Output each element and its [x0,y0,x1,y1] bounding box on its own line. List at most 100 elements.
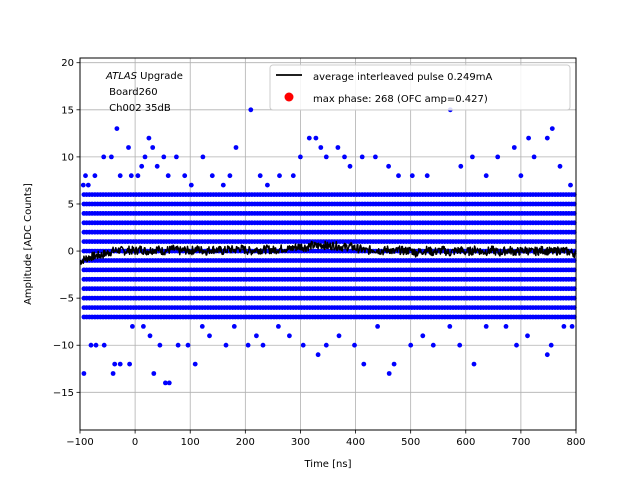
sample-point [518,173,524,179]
x-axis-label: Time [ns] [303,459,351,470]
sample-point [127,361,132,367]
sample-point [386,163,391,169]
sample-point [227,173,233,179]
sample-point [323,342,329,348]
sample-point [571,267,577,273]
sample-point [93,342,99,348]
x-tick-label: 700 [511,437,530,448]
plot-data [79,107,577,386]
sample-point [276,324,281,329]
sample-point [571,286,577,292]
sample-point [323,154,329,160]
sample-point [342,154,347,160]
y-axis-label: Amplitude [ADC Counts] [23,183,34,305]
x-tick-label: 300 [291,437,310,448]
sample-point [430,342,436,348]
sample-point [424,173,430,179]
sample-point [157,342,163,348]
sample-point [352,342,357,348]
sample-point [101,154,107,160]
sample-point [165,173,171,179]
x-tick-label: 400 [346,437,365,448]
legend-box [269,64,571,111]
sample-point [569,324,575,329]
y-tick-label: −10 [53,341,74,352]
sample-point [260,342,266,348]
sample-point [114,126,120,131]
sample-point [142,154,148,160]
y-tick-label: −15 [53,388,74,399]
sample-point [458,163,464,169]
sample-point [192,361,198,367]
sample-point [81,371,87,376]
sample-point [265,182,270,188]
y-tick-label: 5 [68,199,74,210]
sample-point [359,154,365,160]
sample-point [233,145,239,150]
sample-point [80,182,86,188]
sample-point [375,324,380,329]
y-tick-label: 0 [68,247,74,258]
sample-point [109,154,114,160]
sample-point [117,361,123,367]
sample-point [571,258,577,263]
y-tick-label: 15 [61,105,74,116]
sample-point [483,324,489,329]
y-tick-label: 20 [61,58,74,69]
sample-point [88,342,94,348]
y-tick-label: −5 [59,294,74,305]
sample-point [300,342,306,348]
sample-point [92,173,98,179]
x-tick-label: 800 [566,437,585,448]
sample-point [470,154,475,160]
sample-point [154,163,160,169]
sample-point [373,154,378,160]
sample-point [135,173,141,179]
sample-point [150,145,156,150]
sample-point [277,173,282,179]
sample-point [139,163,145,169]
sample-point [141,324,146,329]
sample-point [571,314,577,320]
sample-point [544,135,550,141]
y-tick-label: 10 [61,152,74,163]
x-tick-label: 600 [456,437,475,448]
sample-point [571,211,577,216]
sample-point [166,380,172,386]
sample-point [347,163,353,169]
sample-point [391,361,397,367]
sample-point [174,154,179,160]
sample-point [557,163,563,169]
sample-point [163,380,168,386]
annotation: ATLAS Upgrade Board260 Ch002 35dB [105,71,183,114]
sample-point [207,333,212,339]
annotation-line-2: Board260 [106,87,158,98]
annotation-line-1: ATLAS Upgrade [105,71,183,82]
sample-point [287,333,292,339]
sample-point [185,342,191,348]
sample-point [514,342,519,348]
sample-point [130,324,135,329]
axis-ticks: −100 0 100 200 300 400 500 600 700 800 −15 −10 −5 0 5 1… [53,58,586,448]
sample-point [220,182,226,188]
sample-point [83,173,88,179]
annotation-line-3: Ch002 35dB [106,103,171,114]
sample-point [483,173,489,179]
sample-point [128,173,134,179]
sample-point [199,324,205,329]
sample-point [571,305,577,310]
sample-point [313,135,319,141]
x-tick-label: 0 [132,437,138,448]
annotation-prefix: ATLAS [105,71,138,82]
x-tick-label: 100 [181,437,200,448]
sample-point [318,145,324,150]
sample-point [188,182,194,188]
annotation-suffix: Upgrade [137,71,183,82]
sample-point [200,154,206,160]
sample-point [457,342,463,348]
sample-point [161,154,167,160]
sample-point [110,371,116,376]
sample-point [561,324,567,329]
sample-point [361,361,367,367]
